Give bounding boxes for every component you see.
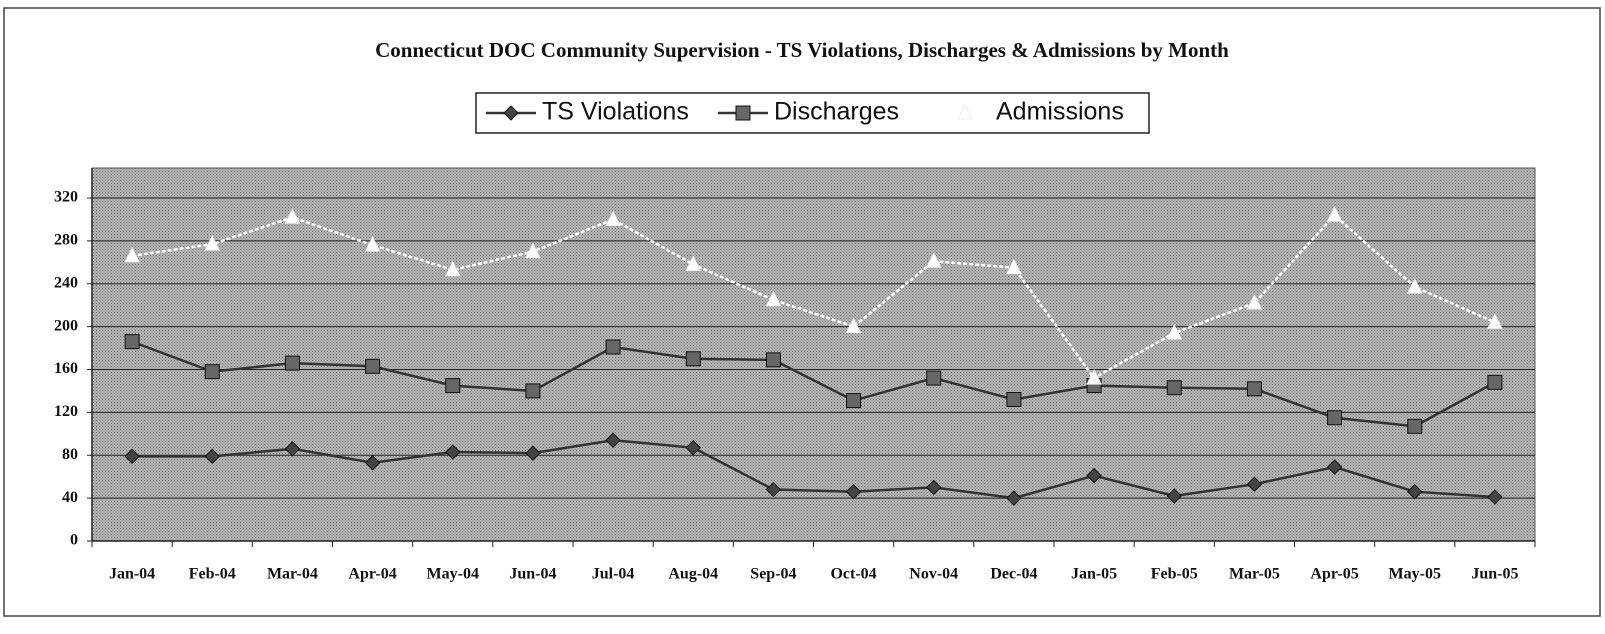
- marker: [685, 351, 701, 367]
- legend-label: Admissions: [996, 98, 1124, 126]
- y-tick-label: 320: [54, 189, 78, 206]
- x-tick-label: Aug-04: [668, 566, 718, 583]
- marker: [284, 355, 300, 371]
- marker: [1166, 323, 1183, 340]
- marker: [1166, 488, 1182, 504]
- marker: [204, 364, 220, 380]
- series-line: [131, 213, 1496, 380]
- marker: [1006, 490, 1022, 506]
- marker: [204, 448, 220, 465]
- marker: [1086, 467, 1102, 484]
- marker: [926, 479, 942, 496]
- marker: [735, 105, 751, 121]
- marker: [365, 358, 381, 374]
- marker: [284, 441, 301, 457]
- marker: [445, 444, 461, 460]
- marker: [845, 483, 862, 500]
- x-tick-label: Dec-04: [990, 566, 1037, 583]
- marker: [1326, 206, 1343, 222]
- marker: [364, 236, 381, 252]
- y-tick-label: 0: [70, 532, 78, 549]
- marker: [124, 448, 140, 465]
- y-tick-label: 120: [54, 403, 78, 420]
- marker: [1327, 410, 1343, 426]
- legend-box: [475, 92, 1150, 134]
- x-tick-label: Feb-04: [189, 566, 236, 583]
- series-line: [132, 438, 1496, 500]
- marker: [525, 242, 541, 259]
- marker: [765, 290, 782, 307]
- marker: [1086, 368, 1102, 385]
- y-tick-label: 280: [54, 232, 78, 249]
- y-tick-label: 40: [62, 489, 78, 506]
- marker: [503, 105, 519, 121]
- y-tick-label: 160: [54, 360, 78, 377]
- marker: [1326, 459, 1343, 475]
- marker: [124, 334, 140, 350]
- x-tick-label: Feb-05: [1151, 566, 1198, 583]
- marker: [765, 352, 781, 368]
- x-tick-label: Jun-05: [1471, 566, 1518, 583]
- marker: [284, 208, 301, 224]
- x-tick-label: Apr-05: [1310, 566, 1358, 583]
- marker: [525, 383, 541, 399]
- marker: [1487, 313, 1503, 329]
- x-tick-label: May-04: [427, 566, 479, 583]
- marker: [846, 393, 862, 409]
- y-tick-label: 240: [54, 274, 78, 291]
- x-tick-label: Sep-04: [750, 566, 796, 583]
- x-tick-label: Nov-04: [909, 566, 958, 583]
- marker: [1006, 258, 1022, 275]
- marker: [845, 317, 862, 334]
- series-line: [131, 340, 1496, 428]
- marker: [605, 210, 621, 226]
- marker: [1246, 381, 1262, 397]
- chart-title: Connecticut DOC Community Supervision - …: [375, 38, 1229, 62]
- marker: [925, 252, 942, 268]
- marker: [1487, 374, 1503, 390]
- x-tick-label: May-05: [1389, 566, 1441, 583]
- x-tick-label: Apr-04: [348, 566, 396, 583]
- marker: [364, 455, 381, 471]
- marker: [685, 440, 701, 456]
- marker: [525, 445, 541, 461]
- marker: [204, 234, 221, 251]
- marker: [957, 103, 973, 120]
- marker: [1166, 380, 1182, 396]
- marker: [765, 481, 782, 498]
- marker: [1487, 489, 1503, 505]
- x-tick-label: Jan-05: [1071, 566, 1117, 583]
- marker: [685, 255, 702, 271]
- x-tick-label: Jun-04: [509, 566, 556, 583]
- x-tick-label: Mar-05: [1229, 566, 1280, 583]
- marker: [605, 432, 621, 448]
- y-tick-label: 80: [62, 446, 78, 463]
- marker: [1406, 277, 1423, 294]
- x-tick-label: Mar-04: [267, 566, 318, 583]
- legend-label: Discharges: [774, 98, 899, 126]
- marker: [1407, 483, 1423, 500]
- x-tick-label: Jul-04: [592, 566, 635, 583]
- x-tick-label: Jan-04: [109, 566, 155, 583]
- marker: [1006, 392, 1022, 408]
- legend-label: TS Violations: [542, 98, 689, 126]
- x-tick-label: Oct-04: [830, 566, 876, 583]
- marker: [605, 339, 621, 355]
- marker: [444, 260, 461, 277]
- marker: [124, 246, 140, 263]
- marker: [1246, 293, 1263, 310]
- marker: [1407, 418, 1423, 434]
- y-tick-label: 200: [54, 317, 78, 334]
- marker: [445, 378, 461, 394]
- marker: [1246, 476, 1263, 492]
- marker: [926, 370, 942, 386]
